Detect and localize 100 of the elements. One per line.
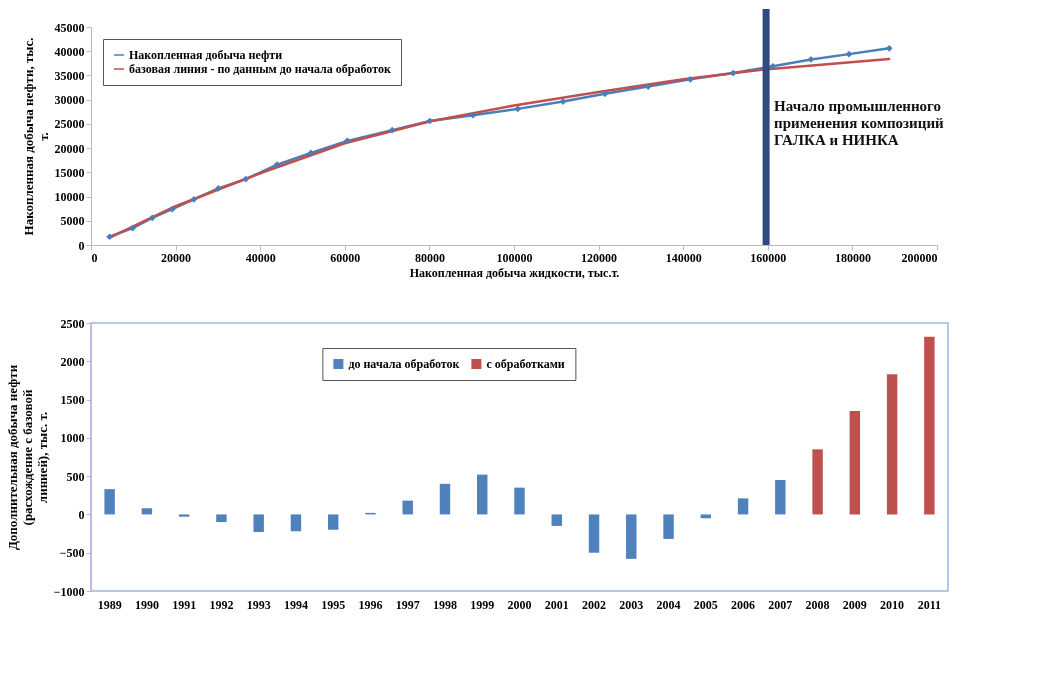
y-tick-label: 15000 [54, 165, 85, 180]
bar [775, 479, 786, 515]
bar [253, 514, 264, 533]
legend-label: до начала обработок [348, 357, 460, 371]
bar [924, 336, 935, 515]
y-tick-label: 1500 [60, 393, 85, 408]
x-tick-label: 2003 [619, 597, 644, 612]
point [129, 224, 137, 232]
x-tick-label: 1991 [172, 597, 197, 612]
point [469, 111, 477, 119]
bar [402, 500, 413, 515]
y-tick-label: 2500 [60, 316, 85, 331]
x-tick-label: 1995 [321, 597, 346, 612]
point [242, 175, 250, 183]
x-tick-label: 2000 [507, 597, 532, 612]
x-tick-label: 20000 [161, 250, 192, 265]
bar [737, 498, 749, 515]
x-tick-label: 60000 [330, 250, 361, 265]
x-tick-label: 120000 [581, 250, 618, 265]
x-tick-label: 140000 [665, 250, 702, 265]
x-tick-label: 1992 [209, 597, 234, 612]
y-axis-title: Дополнительная добыча нефти (расхождение с базовой линией), тыс. т. [4, 364, 50, 551]
y-tick-label: 5000 [60, 214, 85, 229]
y-tick-label: 10000 [54, 190, 85, 205]
bar [551, 514, 562, 526]
y-tick-label: −1000 [53, 584, 85, 599]
y-tick-label: 25000 [54, 117, 85, 132]
y-tick-label: 2000 [60, 354, 85, 369]
x-tick-label: 2001 [544, 597, 569, 612]
x-tick-label: 1989 [97, 597, 122, 612]
bar [216, 514, 227, 523]
x-tick-label: 1994 [283, 597, 308, 612]
point [769, 62, 777, 70]
x-tick-label: 1997 [395, 597, 420, 612]
x-tick-label: 1998 [432, 597, 457, 612]
bar [663, 514, 674, 539]
x-tick-label: 0 [91, 250, 98, 265]
x-tick-label: 2011 [917, 597, 942, 612]
point [687, 75, 694, 83]
point [190, 196, 198, 203]
x-tick-label: 2008 [805, 597, 830, 612]
y-tick-label: 0 [78, 238, 85, 253]
y-tick-label: 30000 [54, 93, 85, 108]
point [601, 90, 609, 98]
x-tick-label: 160000 [750, 250, 787, 265]
legend-label: Накопленная добыча нефти [129, 48, 283, 62]
bar [477, 474, 488, 515]
bar [290, 514, 302, 532]
x-tick-label: 2005 [693, 597, 718, 612]
y-tick-label: 45000 [54, 20, 85, 35]
bar [439, 483, 451, 515]
bar [700, 514, 712, 519]
x-tick-label: 2010 [880, 597, 905, 612]
point [106, 233, 113, 241]
bar [812, 449, 823, 515]
ref-line-label: Начало промышленного применения композиций ГАЛКА и НИНКА [774, 97, 945, 148]
x-tick-label: 2004 [656, 597, 681, 612]
x-tick-label: 1999 [470, 597, 495, 612]
point [214, 184, 222, 192]
bar [104, 489, 115, 515]
point [885, 44, 893, 52]
x-tick-label: 2009 [842, 597, 867, 612]
point [644, 83, 652, 90]
x-tick-label: 1996 [358, 597, 383, 612]
point [273, 161, 281, 168]
x-tick-label: 1993 [246, 597, 271, 612]
legend-label: с обработками [486, 357, 565, 371]
bar [626, 514, 637, 559]
point [148, 214, 156, 222]
y-tick-label: 0 [78, 507, 85, 522]
bar [514, 487, 525, 515]
x-tick-label: 1990 [134, 597, 159, 612]
y-tick-label: 500 [66, 469, 85, 484]
legend-label: базовая линия - по данным до начала обработок [129, 62, 391, 76]
point [426, 117, 434, 125]
x-tick-label: 40000 [245, 250, 276, 265]
y-tick-label: 40000 [54, 44, 85, 59]
x-tick-label: 2006 [731, 597, 756, 612]
x-tick-label: 2002 [582, 597, 607, 612]
x-tick-label: 100000 [496, 250, 533, 265]
bar [141, 508, 153, 515]
point [343, 137, 351, 145]
bar [178, 514, 190, 517]
bar [327, 514, 339, 530]
point [168, 205, 176, 213]
y-tick-label: −500 [59, 546, 85, 561]
point [729, 69, 737, 77]
point [388, 126, 396, 134]
x-tick-label: 200000 [901, 250, 938, 265]
bar [849, 411, 861, 515]
point [307, 149, 315, 157]
x-axis-title: Накопленная добыча жидкости, тыс.т. [409, 265, 620, 280]
y-tick-label: 20000 [54, 141, 85, 156]
point [559, 98, 567, 105]
y-axis-title: Накопленная добыча нефти, тыс. т. [20, 37, 51, 236]
x-tick-label: 80000 [414, 250, 445, 265]
point [845, 50, 853, 58]
y-tick-label: 1000 [60, 431, 85, 446]
bar [886, 374, 898, 515]
bar [588, 514, 600, 553]
